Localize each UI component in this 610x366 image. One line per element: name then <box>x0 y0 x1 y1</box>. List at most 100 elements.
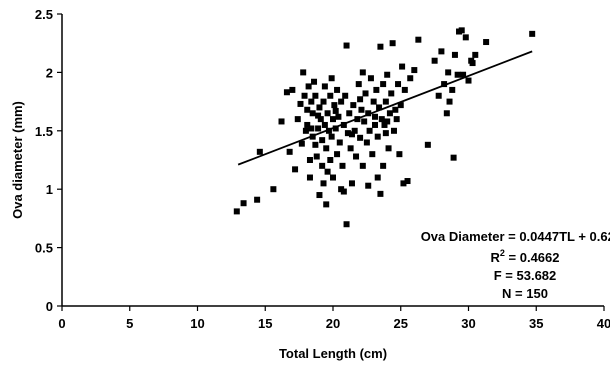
data-point <box>449 86 456 93</box>
data-points <box>233 27 536 228</box>
data-point <box>302 127 309 134</box>
x-tick-label: 40 <box>597 316 610 331</box>
data-point <box>365 182 372 189</box>
data-point <box>298 140 305 147</box>
x-tick-label: 20 <box>326 316 340 331</box>
y-tick-label: 1 <box>46 182 53 197</box>
data-point <box>309 110 316 117</box>
data-point <box>330 174 336 181</box>
x-tick-label: 30 <box>461 316 475 331</box>
data-point <box>472 51 479 58</box>
data-point <box>399 63 406 70</box>
data-point <box>334 86 341 93</box>
data-point <box>446 98 453 105</box>
data-point <box>338 186 345 193</box>
data-point <box>330 116 336 123</box>
x-tick-label: 25 <box>394 316 408 331</box>
data-point <box>324 168 331 175</box>
data-point <box>256 148 263 155</box>
data-point <box>384 71 391 78</box>
data-point <box>308 125 315 132</box>
data-point <box>359 162 366 169</box>
y-tick-label: 2 <box>46 65 53 80</box>
y-tick-label: 1.5 <box>35 124 53 139</box>
data-point <box>343 221 350 228</box>
data-point <box>283 89 290 96</box>
data-point <box>378 116 385 123</box>
x-tick-label: 0 <box>58 316 65 331</box>
data-point <box>374 174 381 181</box>
data-point <box>393 116 400 123</box>
data-point <box>323 145 330 152</box>
data-point <box>353 153 360 160</box>
data-point <box>458 27 465 34</box>
data-point <box>438 48 445 55</box>
data-point <box>316 104 323 111</box>
data-point <box>529 30 536 37</box>
data-point <box>374 133 381 140</box>
data-point <box>348 180 355 187</box>
data-point <box>297 100 304 107</box>
y-tick-label: 0.5 <box>35 241 53 256</box>
trendline-group <box>237 50 533 166</box>
data-point <box>321 121 328 128</box>
data-point <box>450 154 457 161</box>
data-point <box>328 75 335 82</box>
data-point <box>372 121 379 128</box>
data-point <box>370 98 377 105</box>
data-point <box>400 180 407 187</box>
data-point <box>304 121 311 128</box>
r-squared-superscript: 2 <box>500 248 505 258</box>
x-tick-label: 10 <box>190 316 204 331</box>
data-point <box>324 110 331 117</box>
data-point <box>270 186 277 193</box>
data-point <box>401 86 408 93</box>
data-point <box>369 151 376 158</box>
data-point <box>308 98 315 105</box>
data-point <box>320 98 327 105</box>
y-axis-title: Ova diameter (mm) <box>10 101 25 219</box>
x-tick-label: 5 <box>126 316 133 331</box>
data-point <box>386 110 393 117</box>
data-point <box>465 77 472 84</box>
data-point <box>240 200 247 207</box>
data-point <box>380 81 387 88</box>
f-statistic-label: F = 53.682 <box>494 268 557 283</box>
data-point <box>377 43 384 50</box>
data-point <box>389 40 396 47</box>
data-point <box>334 151 341 158</box>
data-point <box>411 67 418 74</box>
data-point <box>355 81 362 88</box>
data-point <box>332 107 339 114</box>
data-point <box>357 96 364 103</box>
data-point <box>346 110 353 117</box>
data-point <box>382 98 389 105</box>
data-point <box>382 130 389 137</box>
data-point <box>289 86 296 93</box>
data-point <box>301 92 308 99</box>
data-point <box>306 157 313 163</box>
y-tick-label: 2.5 <box>35 7 53 22</box>
data-point <box>431 57 438 64</box>
data-point <box>343 42 350 49</box>
data-point <box>313 153 320 160</box>
data-point <box>392 106 399 113</box>
data-point <box>357 134 364 141</box>
data-point <box>424 141 431 148</box>
data-point <box>332 125 339 132</box>
data-point <box>294 116 301 123</box>
data-point <box>304 106 311 113</box>
data-point <box>306 174 313 181</box>
data-point <box>404 178 411 185</box>
data-point <box>316 192 323 199</box>
data-point <box>320 180 327 187</box>
ticks: 0 5 10 15 20 25 30 35 40 0 0.5 1 1.5 2 2.5 <box>35 7 610 331</box>
data-point <box>344 130 351 137</box>
data-point <box>321 83 328 90</box>
data-point <box>325 127 332 134</box>
r-squared-value: = 0.4662 <box>505 250 560 265</box>
data-point <box>336 139 343 146</box>
data-point <box>340 121 347 128</box>
